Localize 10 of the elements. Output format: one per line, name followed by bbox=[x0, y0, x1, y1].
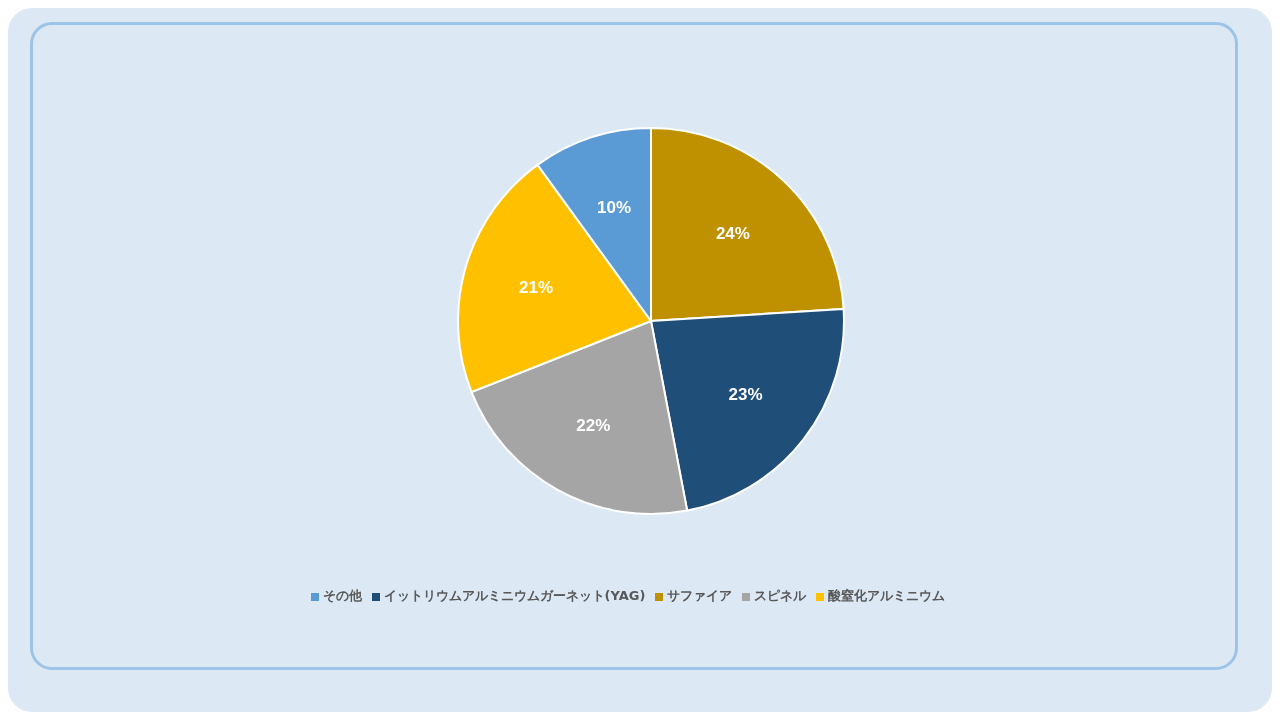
legend-label: サファイア bbox=[667, 588, 733, 603]
data-label: 23% bbox=[728, 384, 763, 404]
legend-label: 酸窒化アルミニウム bbox=[828, 588, 946, 603]
legend-label: イットリウムアルミニウムガーネット(YAG) bbox=[383, 588, 646, 603]
legend-label: スピネル bbox=[754, 588, 807, 603]
data-label: 22% bbox=[576, 416, 611, 436]
legend-label: その他 bbox=[322, 588, 362, 603]
data-label: 24% bbox=[715, 224, 750, 244]
data-label: 10% bbox=[597, 197, 632, 217]
data-label: 21% bbox=[519, 278, 554, 298]
